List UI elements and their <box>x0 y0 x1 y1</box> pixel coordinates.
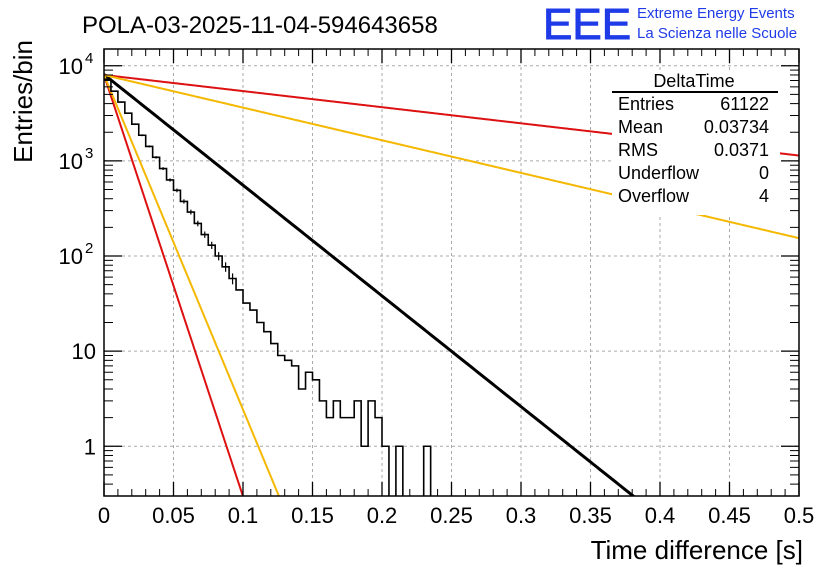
line-fit <box>104 73 636 496</box>
x-tick-label: 0.05 <box>152 503 195 528</box>
stats-row-label: Overflow <box>618 186 690 206</box>
x-axis-label: Time difference [s] <box>591 535 803 565</box>
y-tick-label: 10 <box>72 339 96 364</box>
stats-row-value: 0.03734 <box>704 117 769 137</box>
stats-row-value: 4 <box>759 186 769 206</box>
y-tick-exponent: 2 <box>85 240 93 257</box>
y-tick-label: 10 <box>59 244 83 269</box>
x-tick-label: 0.3 <box>506 503 537 528</box>
stats-row-value: 0.0371 <box>714 140 769 160</box>
y-tick-exponent: 3 <box>85 145 93 162</box>
x-tick-label: 0.15 <box>291 503 334 528</box>
x-tick-label: 0.2 <box>367 503 398 528</box>
stats-row-label: Entries <box>618 94 674 114</box>
x-tick-label: 0 <box>98 503 110 528</box>
y-tick-label: 10 <box>59 149 83 174</box>
histogram <box>104 78 432 496</box>
logo-line-2: La Scienza nelle Scuole <box>637 25 798 42</box>
logo-line-1: Extreme Energy Events <box>637 5 795 22</box>
eee-logo: EEE Extreme Energy Events La Scienza nel… <box>540 0 836 50</box>
axes: 0 0.05 0.1 0.15 0.2 0.25 0.3 0.35 0.4 0.45 0.5 1 10 1… <box>59 48 815 528</box>
eee-logo-letters: EEE <box>542 0 632 50</box>
stats-row-label: RMS <box>618 140 658 160</box>
line-red-fast <box>104 74 244 496</box>
x-tick-label: 0.5 <box>784 503 815 528</box>
stats-row-label: Mean <box>618 117 663 137</box>
chart-title: POLA-03-2025-11-04-594643658 <box>82 12 438 39</box>
x-tick-label: 0.45 <box>708 503 751 528</box>
x-tick-label: 0.25 <box>430 503 473 528</box>
x-tick-label: 0.1 <box>228 503 259 528</box>
stats-box: DeltaTime Entries 61122 Mean 0.03734 RMS 0.03… <box>612 70 780 215</box>
stats-title: DeltaTime <box>653 71 734 91</box>
stats-row-value: 61122 <box>720 94 769 114</box>
x-tick-label: 0.35 <box>569 503 612 528</box>
y-tick-label: 1 <box>84 434 96 459</box>
line-orange-fast <box>104 74 280 496</box>
model-lines <box>104 73 799 496</box>
stats-row-label: Underflow <box>618 163 700 183</box>
x-tick-label: 0.4 <box>645 503 676 528</box>
histogram-outline <box>104 78 432 496</box>
stats-row-value: 0 <box>759 163 769 183</box>
y-axis-label: Entries/bin <box>8 40 38 163</box>
y-tick-label: 10 <box>59 54 83 79</box>
stats-box-bg <box>612 70 780 215</box>
y-tick-exponent: 4 <box>85 50 93 67</box>
